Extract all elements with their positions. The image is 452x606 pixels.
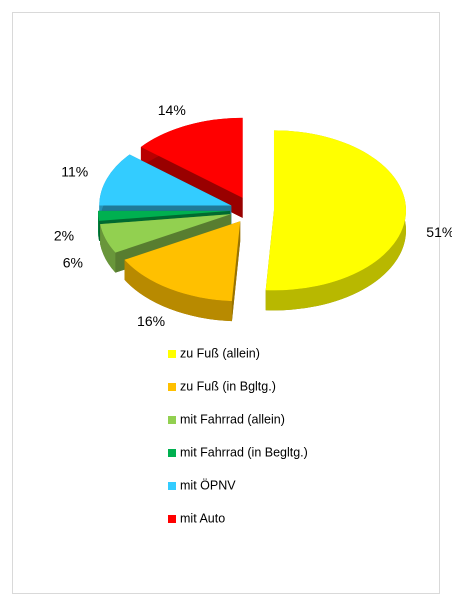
slice [124, 221, 241, 302]
legend-label: mit Fahrrad (allein) [180, 412, 285, 426]
slice [100, 214, 232, 253]
legend-label: zu Fuß (in Bgltg.) [180, 379, 276, 393]
data-label: 14% [158, 102, 186, 118]
legend-swatch [168, 449, 176, 457]
slice-side [100, 224, 116, 273]
legend-label: mit ÖPNV [180, 478, 236, 492]
pie: 51% 16% 6% 2% 11% 14% [54, 102, 452, 329]
slice [99, 154, 232, 206]
legend-swatch [168, 416, 176, 424]
legend-swatch [168, 383, 176, 391]
slice-side [124, 259, 232, 322]
data-label: 51% [426, 224, 452, 240]
legend-label: zu Fuß (allein) [180, 346, 260, 360]
data-label: 2% [54, 228, 74, 244]
data-label: 11% [61, 164, 88, 180]
legend-label: mit Auto [180, 511, 225, 525]
legend: zu Fuß (allein) zu Fuß (in Bgltg.) mit Fah… [168, 346, 308, 525]
data-label: 16% [137, 313, 165, 329]
legend-swatch [168, 350, 176, 358]
data-label: 6% [63, 254, 83, 270]
slice [98, 210, 231, 221]
slice [265, 130, 406, 291]
legend-swatch [168, 482, 176, 490]
legend-label: mit Fahrrad (in Begltg.) [180, 445, 308, 459]
legend-swatch [168, 515, 176, 523]
slice-side [98, 210, 100, 241]
slice [140, 117, 243, 198]
slice-wall [231, 221, 241, 322]
